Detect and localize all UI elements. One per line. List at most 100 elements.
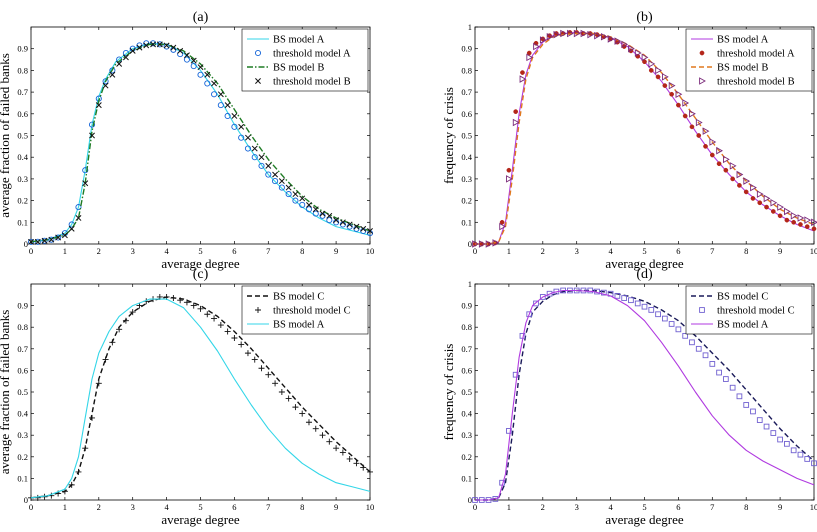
data-point <box>231 335 238 341</box>
data-point <box>244 145 252 152</box>
legend: BS model C threshold model C BS model A <box>685 285 813 335</box>
data-point <box>265 162 272 169</box>
data-point <box>520 70 525 75</box>
series-threshold-model-b <box>472 29 817 248</box>
data-point <box>326 217 333 224</box>
data-point <box>661 315 668 322</box>
data-point <box>546 33 554 41</box>
data-point <box>797 214 805 222</box>
data-point <box>526 311 533 318</box>
data-point <box>736 393 743 400</box>
y-tick-label: 1 <box>468 279 472 289</box>
data-point <box>305 206 313 213</box>
data-point <box>285 395 292 402</box>
data-point <box>600 33 608 41</box>
data-point <box>211 315 218 322</box>
series-threshold-model-c <box>28 293 373 501</box>
data-point <box>333 445 340 452</box>
data-point <box>621 40 629 49</box>
data-point <box>716 161 722 167</box>
data-point <box>326 212 333 219</box>
x-tick-label: 2 <box>97 246 101 256</box>
data-point <box>312 210 319 217</box>
data-point <box>689 124 695 130</box>
data-point <box>278 178 285 185</box>
y-tick-label: 0.2 <box>461 196 472 206</box>
data-point <box>506 167 512 173</box>
data-point <box>231 113 238 119</box>
data-point <box>292 191 299 198</box>
chart-title: (b) <box>636 10 653 25</box>
y-tick-label: 0.8 <box>461 65 472 75</box>
data-point <box>472 240 479 248</box>
data-point <box>82 180 89 187</box>
data-point <box>709 152 715 158</box>
x-tick-label: 0 <box>29 246 33 256</box>
x-tick-label: 3 <box>131 502 135 512</box>
data-point <box>211 91 218 98</box>
legend-label: threshold model C <box>273 306 351 317</box>
series-bs-model-c <box>475 289 815 501</box>
legend-marker <box>255 78 261 84</box>
y-tick-label: 0.6 <box>17 109 28 119</box>
data-point <box>784 440 790 447</box>
data-point <box>689 110 696 118</box>
x-tick-label: 5 <box>642 502 646 512</box>
data-point <box>170 44 177 51</box>
data-point <box>299 201 306 208</box>
data-point <box>676 102 681 108</box>
y-tick-label: 0.2 <box>461 452 472 462</box>
data-point <box>750 183 757 192</box>
data-point <box>614 293 621 299</box>
x-tick-label: 8 <box>744 246 748 256</box>
data-point <box>743 177 751 185</box>
y-tick-label: 0.5 <box>461 131 472 141</box>
x-tick-label: 4 <box>164 502 169 512</box>
x-tick-label: 4 <box>608 502 613 512</box>
data-point <box>648 60 656 68</box>
data-point <box>642 59 647 65</box>
data-point <box>41 237 48 244</box>
data-point <box>539 294 546 300</box>
data-point <box>190 63 197 70</box>
data-point <box>367 468 373 475</box>
data-point <box>333 217 340 224</box>
data-point <box>519 75 527 83</box>
data-point <box>183 52 190 59</box>
y-tick-label: 0 <box>468 239 472 249</box>
data-point <box>811 460 817 467</box>
data-point <box>499 222 507 231</box>
data-point <box>346 221 353 228</box>
y-tick-label: 0.6 <box>461 109 472 119</box>
series-line <box>475 289 815 501</box>
x-tick-label: 0 <box>473 502 477 512</box>
y-tick-label: 0.7 <box>17 87 28 97</box>
data-point <box>526 53 534 62</box>
data-point <box>777 203 785 211</box>
data-point <box>75 468 82 475</box>
data-point <box>580 29 588 38</box>
y-tick-label: 0.8 <box>17 65 28 75</box>
chart-title: (c) <box>193 267 209 282</box>
legend-box <box>685 285 813 335</box>
x-tick-label: 2 <box>97 502 101 512</box>
y-tick-label: 0.2 <box>17 452 28 462</box>
data-point <box>567 29 574 38</box>
x-tick-label: 7 <box>266 246 270 256</box>
panel-a: (a) 0 1 2 3 4 5 6 7 8 9 10 0 0.1 0.2 0.3 0.4 0.5 0.6 0.7 0.8… <box>0 10 374 271</box>
x-tick-label: 6 <box>232 502 236 512</box>
data-point <box>655 66 662 75</box>
data-point <box>55 234 62 241</box>
y-tick-label: 0.1 <box>461 473 472 483</box>
y-tick-label: 0.1 <box>461 217 472 227</box>
legend-label: threshold model A <box>273 49 351 60</box>
y-tick-label: 0.3 <box>17 174 28 184</box>
data-point <box>319 432 326 439</box>
data-point <box>272 171 279 178</box>
data-point <box>265 371 272 378</box>
data-point <box>560 29 568 38</box>
data-point <box>553 30 561 39</box>
data-point <box>28 238 34 245</box>
data-point <box>204 311 211 318</box>
